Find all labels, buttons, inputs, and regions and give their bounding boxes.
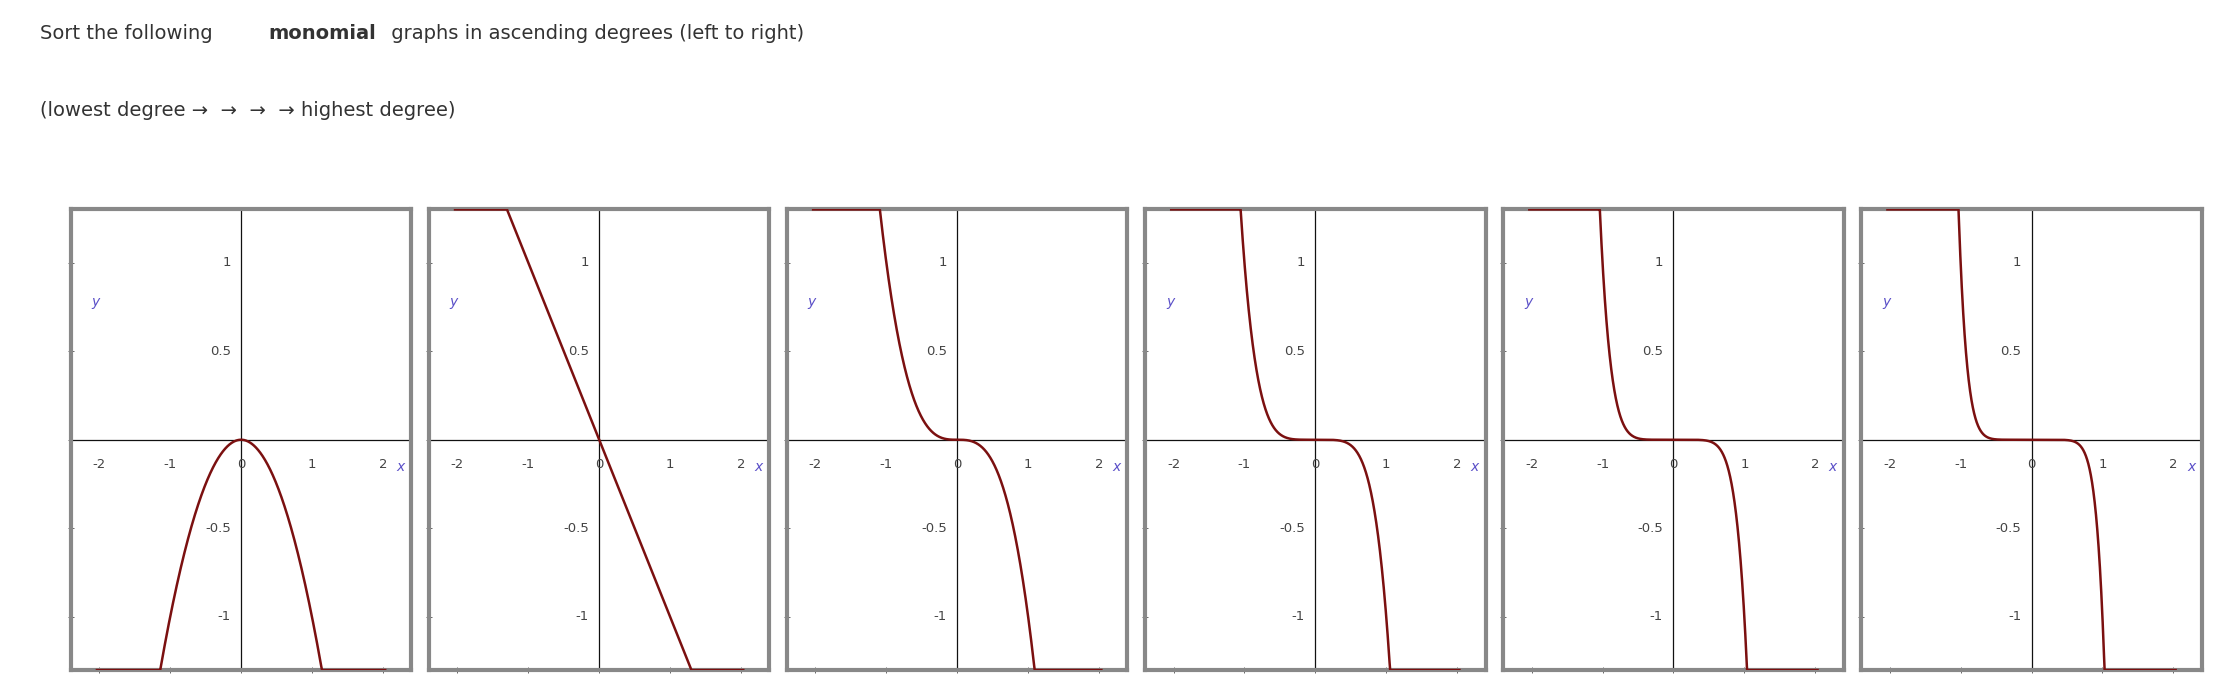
Text: -1: -1 [935, 611, 946, 623]
Text: 1: 1 [1655, 256, 1663, 269]
Text: -1: -1 [576, 611, 589, 623]
Text: 0: 0 [952, 458, 961, 470]
Text: -0.5: -0.5 [563, 522, 589, 535]
Text: 0.5: 0.5 [926, 345, 946, 357]
Text: 2: 2 [379, 458, 388, 470]
Text: 2: 2 [1812, 458, 1819, 470]
Text: Sort the following: Sort the following [40, 24, 219, 43]
Text: -0.5: -0.5 [206, 522, 230, 535]
Text: x: x [1471, 461, 1480, 475]
Text: -1: -1 [1954, 458, 1967, 470]
Text: 0: 0 [237, 458, 246, 470]
Text: 2: 2 [1094, 458, 1103, 470]
Text: 0.5: 0.5 [2000, 345, 2020, 357]
Text: 2: 2 [1453, 458, 1462, 470]
Text: 1: 1 [580, 256, 589, 269]
Text: -2: -2 [1883, 458, 1896, 470]
Text: 1: 1 [2098, 458, 2106, 470]
Text: 0: 0 [1311, 458, 1320, 470]
Text: y: y [1524, 295, 1533, 309]
Text: x: x [396, 461, 405, 475]
Text: 1: 1 [222, 256, 230, 269]
Text: -2: -2 [1524, 458, 1537, 470]
Text: 0.5: 0.5 [567, 345, 589, 357]
Text: 1: 1 [308, 458, 317, 470]
Text: x: x [2186, 461, 2195, 475]
Text: -1: -1 [1650, 611, 1663, 623]
Text: 1: 1 [2013, 256, 2020, 269]
Text: 1: 1 [1741, 458, 1748, 470]
Text: y: y [1165, 295, 1174, 309]
Text: 1: 1 [1382, 458, 1391, 470]
Text: x: x [1112, 461, 1121, 475]
Text: -2: -2 [808, 458, 822, 470]
Text: y: y [1883, 295, 1889, 309]
Text: -2: -2 [93, 458, 106, 470]
Text: y: y [91, 295, 100, 309]
Text: 0: 0 [596, 458, 602, 470]
Text: x: x [755, 461, 762, 475]
Text: -2: -2 [450, 458, 463, 470]
Text: -1: -1 [2009, 611, 2020, 623]
Text: 0: 0 [2027, 458, 2036, 470]
Text: 2: 2 [738, 458, 744, 470]
Text: graphs in ascending degrees (left to right): graphs in ascending degrees (left to rig… [385, 24, 804, 43]
Text: -1: -1 [164, 458, 177, 470]
Text: monomial: monomial [268, 24, 377, 43]
Text: -2: -2 [1167, 458, 1181, 470]
Text: 2: 2 [2168, 458, 2177, 470]
Text: -0.5: -0.5 [1996, 522, 2020, 535]
Text: -0.5: -0.5 [1637, 522, 1663, 535]
Text: -1: -1 [1595, 458, 1608, 470]
Text: -0.5: -0.5 [1280, 522, 1305, 535]
Text: 1: 1 [667, 458, 673, 470]
Text: y: y [808, 295, 815, 309]
Text: -1: -1 [1291, 611, 1305, 623]
Text: 0.5: 0.5 [1285, 345, 1305, 357]
Text: -1: -1 [1238, 458, 1251, 470]
Text: 1: 1 [939, 256, 946, 269]
Text: y: y [450, 295, 459, 309]
Text: -1: -1 [521, 458, 534, 470]
Text: x: x [1830, 461, 1836, 475]
Text: 1: 1 [1023, 458, 1032, 470]
Text: 1: 1 [1296, 256, 1305, 269]
Text: -0.5: -0.5 [921, 522, 946, 535]
Text: -1: -1 [217, 611, 230, 623]
Text: 0.5: 0.5 [1641, 345, 1663, 357]
Text: 0.5: 0.5 [210, 345, 230, 357]
Text: (lowest degree →  →  →  → highest degree): (lowest degree → → → → highest degree) [40, 101, 456, 120]
Text: -1: -1 [879, 458, 893, 470]
Text: 0: 0 [1670, 458, 1677, 470]
